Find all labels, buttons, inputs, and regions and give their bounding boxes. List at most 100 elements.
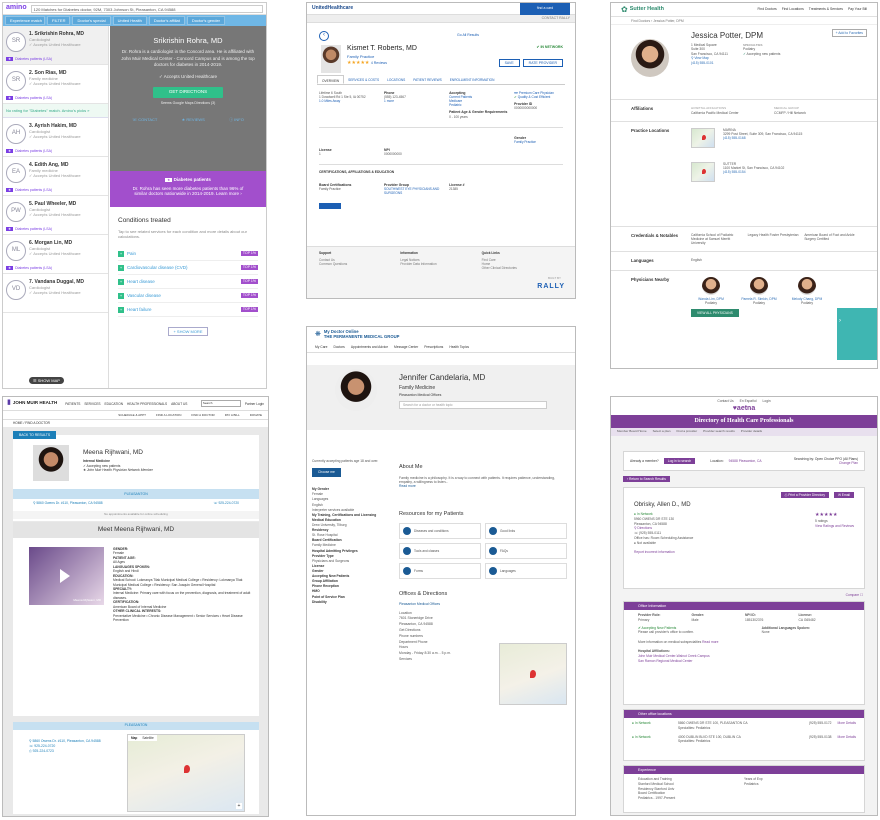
read-more-link[interactable]: Read more (399, 484, 416, 489)
reviews-link[interactable]: ★ REVIEWS (181, 117, 205, 123)
filter-chip[interactable]: United Health (112, 16, 147, 25)
email-button[interactable]: ✉ Email (834, 492, 854, 499)
location-link[interactable]: 94588 Pleasanton, CA (728, 458, 762, 463)
show-map-button[interactable]: ☰ SHOW MAP (29, 377, 64, 384)
top-link[interactable]: En Español (739, 399, 757, 403)
list-item[interactable]: PW 5. Paul Wheeler, MD Cardiologist ✓ Accep… (3, 196, 108, 235)
nav-item[interactable]: Prescriptions (424, 345, 444, 350)
nav-item[interactable]: Treatments & Services (808, 7, 843, 12)
condition-row[interactable]: + Heart failure TOP 1% (118, 303, 258, 318)
resource-card[interactable]: Diseases and conditions (399, 522, 481, 539)
diabetes-patients-text[interactable]: Dr. Rohra has seen more diabetes patient… (132, 185, 244, 197)
location-tab[interactable]: PLEASANTON (13, 489, 259, 499)
show-more-button[interactable]: + SHOW MORE (168, 327, 208, 337)
amino-logo[interactable]: amino (6, 4, 27, 12)
list-item[interactable]: EA 4. Edith Ang, MD Family medicine ✓ Accep… (3, 157, 108, 196)
kaiser-logo[interactable]: My Doctor Online THE PERMANENTE MEDICAL G… (323, 329, 400, 339)
phone-link[interactable]: ☏ 925-224-0720 (213, 501, 239, 505)
nearby-physician[interactable]: Wanda Lim, DPM Podiatry (691, 276, 731, 305)
filter-chip[interactable]: FILTER (47, 16, 71, 25)
nav-item[interactable]: HEALTH PROFESSIONALS (127, 401, 168, 406)
sutter-logo[interactable]: Sutter Health (629, 6, 664, 13)
breadcrumb[interactable]: HOME / FIND A DOCTOR (3, 420, 268, 427)
jm-logo[interactable]: JOHN MUIR HEALTH (12, 400, 58, 406)
menu-step[interactable]: Member Board Home (617, 429, 647, 433)
back-arrow-icon[interactable]: ‹ (319, 31, 329, 41)
footer-link[interactable]: Other Clinical Directories (481, 266, 517, 270)
all-results-link[interactable]: Go All Results (457, 33, 479, 37)
filter-chip[interactable]: Experience match (5, 16, 45, 25)
footer-link[interactable]: Contact Us (319, 258, 335, 262)
aetna-logo[interactable]: ♥aetna (611, 405, 877, 415)
subnav-item[interactable]: SCHEDULE & APPT (118, 413, 146, 417)
list-item[interactable]: AH 3. Ayrish Hakim, MD Cardiologist ✓ Accep… (3, 118, 108, 157)
directions-link[interactable]: ⚲ Directions (634, 526, 653, 531)
footer-link[interactable]: Find Care (481, 258, 496, 262)
filter-chip[interactable]: Doctor's gender (186, 16, 226, 25)
breadcrumb[interactable]: Find Doctors › Jessica Potter, DPM (611, 17, 877, 25)
condition-row[interactable]: + Vascular disease TOP 1% (118, 289, 258, 304)
physician-name[interactable]: Pamela R. Simkin, DPM (741, 296, 777, 301)
filter-chip[interactable]: Doctor's affiliat (148, 16, 185, 25)
nav-item[interactable]: Find Doctors (757, 7, 777, 12)
footer-link[interactable]: Legal Notices (400, 258, 420, 262)
list-item[interactable]: SR 1. Srikrishin Rohra, MD Cardiologist ✓ A… (3, 26, 108, 65)
list-item[interactable]: SR 2. Son Rias, MD Family medicine ✓ Accept… (3, 65, 108, 104)
read-more-link[interactable]: Read more (702, 639, 719, 644)
location-map[interactable] (691, 161, 715, 182)
offices-link[interactable]: Pleasanton Medical Offices (399, 602, 441, 607)
info-link[interactable]: ⓘ INFO (229, 117, 244, 123)
nav-item[interactable]: Pay Your Bill (847, 7, 867, 12)
directions-link[interactable]: ⚲ View Map (691, 56, 709, 61)
list-item[interactable]: VD 7. Vandana Duggal, MD Cardiologist ✓ Acc… (3, 274, 108, 313)
save-button[interactable]: SAVE (498, 59, 520, 68)
footer-link[interactable]: Common Questions (319, 262, 348, 266)
amino-note[interactable]: No rating for "Diabetes" match. Amino's … (3, 104, 108, 118)
nav-item[interactable]: EDUCATION (104, 401, 124, 406)
footer-link[interactable]: Home (481, 262, 491, 266)
nearby-physician[interactable]: Melody Chang, DPM Podiatry (787, 276, 827, 305)
doctor-search-input[interactable]: Search for a doctor or health topic (399, 401, 547, 409)
view-all-physicians-button[interactable]: VIEW ALL PHYSICIANS (691, 308, 739, 317)
more-details-link[interactable]: More Details (837, 721, 856, 725)
condition-row[interactable]: + Heart disease TOP 1% (118, 275, 258, 290)
view-ratings-link[interactable]: View Ratings and Reviews (815, 524, 854, 529)
nav-item[interactable]: Health Topics (449, 345, 470, 350)
nav-item[interactable]: SERVICES (84, 401, 101, 406)
nav-item[interactable]: Message Center (394, 345, 419, 350)
nearby-physician[interactable]: Pamela R. Simkin, DPM Podiatry (739, 276, 779, 305)
distance-link[interactable]: 1.0 Miles Away (319, 99, 341, 103)
physician-name[interactable]: Wanda Lim, DPM (698, 296, 724, 301)
filter-chip[interactable]: Doctor's special (72, 16, 111, 25)
resource-card[interactable]: Good links (485, 522, 567, 539)
rate-provider-button[interactable]: RATE PROVIDER (522, 59, 563, 68)
hospital-link-1[interactable]: John Muir Medical Center-Walnut Creek Ca… (638, 654, 710, 659)
office-map[interactable] (499, 643, 567, 705)
contact-link[interactable]: ☏ CONTACT (132, 117, 158, 123)
zoom-in-icon[interactable]: + (236, 802, 242, 809)
add-favorites-button[interactable]: + Add to Favorites (831, 29, 867, 38)
tab-patient-reviews[interactable]: PATIENT REVIEWS (413, 78, 442, 82)
nav-item[interactable]: PATIENTS (65, 401, 81, 406)
menu-step[interactable]: Select a plan (652, 429, 671, 433)
location-tab-2[interactable]: PLEASANTON (13, 722, 259, 730)
nav-item[interactable]: My Care (315, 345, 328, 350)
find-card-button[interactable]: find a card (520, 3, 570, 15)
search-input[interactable]: 120 Matches for Diabetes doctor, 92M, 73… (30, 4, 263, 13)
location-phone[interactable]: (415) 555-0154 (723, 170, 746, 175)
resource-card[interactable]: Languages (485, 562, 567, 579)
tab-locations[interactable]: LOCATIONS (387, 78, 406, 82)
login-to-search-button[interactable]: Log in to search (663, 457, 696, 465)
more-details-link[interactable]: More Details (837, 734, 856, 739)
carousel-next[interactable]: › (837, 308, 877, 360)
menu-step[interactable]: Provider search results (703, 429, 735, 433)
condition-row[interactable]: + Cardiovascular disease (CVD) TOP 1% (118, 261, 258, 276)
office-detail-line[interactable]: Get Directions (399, 627, 421, 632)
top-link[interactable]: Login (762, 399, 771, 403)
back-to-results-button[interactable]: BACK TO RESULTS (13, 431, 57, 440)
partner-login-link[interactable]: Partner Login (244, 401, 264, 406)
top-link[interactable]: Contact Us (717, 399, 734, 403)
subnav-item[interactable]: FIND A DOCTOR (191, 413, 215, 417)
footer-link[interactable]: Provider Data Information (400, 262, 437, 266)
change-plan-link[interactable]: Change Plan (838, 461, 858, 465)
